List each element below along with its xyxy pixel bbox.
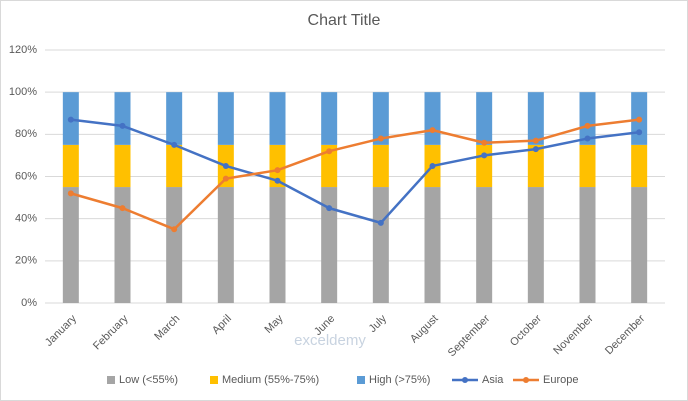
y-tick-label: 0% (21, 297, 37, 309)
bar (527, 187, 544, 303)
bar (114, 144, 131, 188)
y-tick-label: 20% (15, 255, 37, 267)
point (274, 177, 281, 184)
bar (269, 92, 286, 145)
bar (476, 92, 493, 145)
legend-swatch (210, 376, 218, 384)
bar (424, 92, 441, 145)
point (377, 135, 384, 142)
bar (321, 187, 338, 303)
bar (62, 187, 79, 303)
point (67, 116, 74, 123)
point (429, 162, 436, 169)
legend-swatch (462, 377, 468, 383)
bar (114, 92, 131, 145)
watermark: exceldemy (294, 332, 366, 349)
bar (372, 144, 389, 188)
bar (631, 187, 648, 303)
y-tick-label: 120% (9, 44, 37, 56)
point (326, 148, 333, 155)
point (326, 205, 333, 212)
legend-swatch (107, 376, 115, 384)
point (481, 139, 488, 146)
point (636, 129, 643, 136)
point (584, 122, 591, 129)
point (119, 122, 126, 129)
bar (372, 187, 389, 303)
point (67, 190, 74, 197)
legend-swatch (523, 377, 529, 383)
point (222, 175, 229, 182)
point (429, 127, 436, 134)
bar (527, 92, 544, 145)
line (70, 118, 640, 231)
bar (217, 187, 234, 303)
bar (166, 92, 183, 145)
point (636, 116, 643, 123)
point (171, 141, 178, 148)
bar (217, 92, 234, 145)
bar (631, 144, 648, 188)
bar (476, 187, 493, 303)
y-tick-label: 100% (9, 86, 37, 98)
point (532, 146, 539, 153)
bar (372, 92, 389, 145)
legend-label: Europe (543, 374, 578, 386)
bar (166, 144, 183, 188)
y-tick-label: 60% (15, 170, 37, 182)
point (274, 167, 281, 174)
legend-label: Asia (482, 374, 504, 386)
line (70, 118, 640, 225)
legend-label: High (>75%) (369, 374, 430, 386)
legend-label: Medium (55%-75%) (222, 374, 319, 386)
legend-label: Low (<55%) (119, 374, 178, 386)
bar (321, 92, 338, 145)
point (171, 226, 178, 233)
bar (579, 92, 596, 145)
bar (269, 144, 286, 188)
bar (579, 144, 596, 188)
bar (269, 187, 286, 303)
chart-title: Chart Title (308, 12, 381, 29)
point (119, 205, 126, 212)
point (584, 135, 591, 142)
point (377, 219, 384, 226)
bar (579, 187, 596, 303)
y-tick-label: 80% (15, 128, 37, 140)
bar (114, 187, 131, 303)
y-tick-label: 40% (15, 213, 37, 225)
legend-swatch (357, 376, 365, 384)
bar (476, 144, 493, 188)
bar (321, 144, 338, 188)
bar (527, 144, 544, 188)
point (481, 152, 488, 159)
point (532, 137, 539, 144)
bar (424, 187, 441, 303)
bar (62, 144, 79, 188)
bar (166, 187, 183, 303)
point (222, 162, 229, 169)
